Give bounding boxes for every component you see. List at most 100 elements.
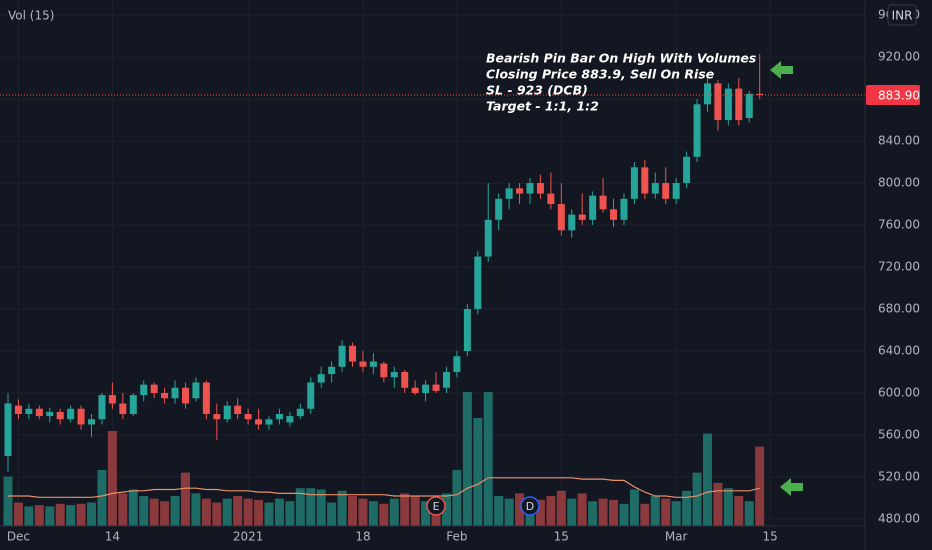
volume-bar (452, 470, 462, 526)
volume-bar (515, 493, 525, 526)
candle-body (589, 195, 597, 220)
candle-body (484, 219, 492, 257)
volume-bar (316, 489, 326, 526)
volume-bar (254, 499, 264, 526)
volume-bar (201, 498, 211, 526)
volume-bar (692, 472, 702, 526)
candle-body (77, 408, 85, 425)
arrow (770, 61, 793, 79)
volume-bar (285, 501, 295, 526)
candle-body (578, 214, 586, 220)
volume-bar (212, 502, 222, 526)
volume-bar (619, 503, 629, 526)
y-tick-label: 480.00 (878, 511, 920, 525)
candle-body (683, 156, 691, 184)
y-tick-label: 680.00 (878, 302, 920, 316)
volume-bar (306, 488, 316, 526)
candle-body (213, 413, 221, 420)
volume-bar (734, 496, 744, 526)
volume-bar (609, 499, 619, 526)
volume-bar (264, 502, 274, 526)
volume-bar (755, 446, 765, 526)
annotation-line: Target - 1:1, 1:2 (486, 99, 599, 114)
candle-body (25, 408, 33, 414)
volume-bar (535, 499, 545, 526)
volume-bar (34, 505, 44, 526)
candle-body (359, 361, 367, 367)
candle-body (181, 387, 189, 404)
candle-body (161, 393, 169, 399)
volume-bar (118, 493, 128, 526)
candle-body (255, 419, 263, 425)
candle-body (338, 345, 346, 367)
candle-body (547, 193, 555, 205)
candle-body (296, 408, 304, 417)
candle-body (265, 419, 273, 425)
x-tick-label: Mar (665, 530, 688, 544)
volume-bar (421, 501, 431, 526)
candle-body (693, 104, 701, 157)
candle-body (35, 408, 43, 417)
annotation-line: Closing Price 883.9, Sell On Rise (486, 67, 714, 82)
candle-body (67, 408, 75, 420)
candle-body (411, 387, 419, 394)
price-label-box (866, 84, 920, 105)
currency-button[interactable] (887, 4, 917, 26)
candle-body (46, 411, 54, 417)
volume-bar (97, 470, 107, 526)
candle-body (14, 405, 22, 414)
candle-body (735, 88, 743, 121)
x-tick-label: Dec (7, 530, 30, 544)
annotation-line: SL - 923 (DCB) (486, 83, 588, 98)
volume-bar (337, 490, 347, 526)
volume-bar (348, 496, 358, 526)
candle-body (516, 188, 524, 194)
arrow (780, 478, 803, 496)
candle-body (620, 198, 628, 220)
candle-body (610, 209, 618, 220)
currency[interactable]: INR (892, 9, 913, 23)
candle-body (724, 88, 732, 121)
candle-body (599, 195, 607, 210)
volume-bar (327, 502, 337, 526)
volume-bar (410, 496, 420, 526)
candle-body (349, 345, 357, 362)
candle-body (401, 372, 409, 388)
volume-bar (483, 392, 493, 526)
volume-bar (139, 496, 149, 526)
event-marker (520, 496, 540, 516)
volume-bar (661, 498, 671, 526)
price-label: 883.90 (878, 88, 920, 102)
candle-body (463, 309, 471, 352)
candle-body (192, 382, 200, 399)
volume-bar (180, 472, 190, 526)
volume-bar (598, 498, 608, 526)
volume-bar (13, 502, 23, 526)
volume-bar (640, 503, 650, 526)
volume-bar (55, 503, 65, 526)
volume-bar (702, 433, 712, 526)
volume-bar (473, 418, 483, 526)
volume-bar (191, 493, 201, 526)
candle-body (56, 411, 64, 420)
volume-bar (274, 498, 284, 526)
volume-bar (170, 496, 180, 526)
volume-bar (556, 490, 566, 526)
y-tick-label: 760.00 (878, 218, 920, 232)
candle-body (703, 83, 711, 105)
volume-bar (389, 498, 399, 526)
candle-body (672, 183, 680, 199)
candle-body (651, 183, 659, 194)
volume-bar (24, 506, 34, 526)
volume-bar (713, 483, 723, 526)
candle-body (328, 366, 336, 375)
volume-bar (368, 501, 378, 526)
volume-bar (744, 501, 754, 526)
volume-bar (504, 498, 514, 526)
candle-body (275, 413, 283, 420)
candle-body (317, 374, 325, 383)
candle-body (88, 419, 96, 425)
candle-body (422, 384, 430, 394)
volume-legend: Vol (15) (8, 9, 54, 23)
